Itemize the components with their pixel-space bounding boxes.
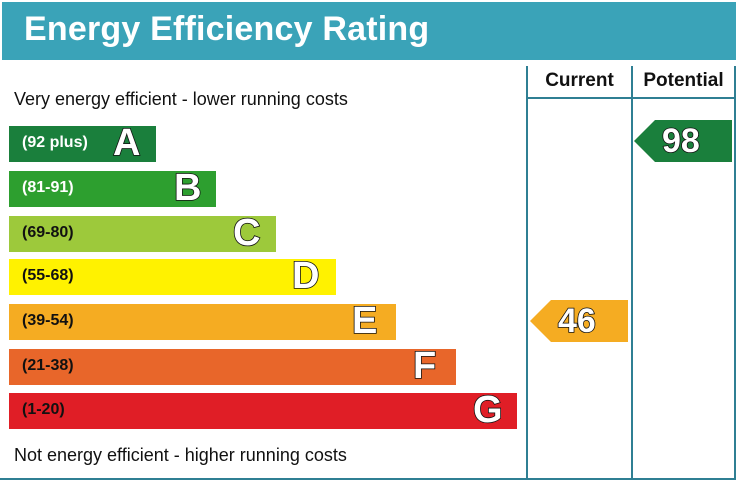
frame-bottom-border bbox=[0, 478, 736, 480]
top-efficiency-note: Very energy efficient - lower running co… bbox=[14, 89, 348, 109]
column-header-divider bbox=[526, 97, 736, 99]
band-letter: C bbox=[232, 211, 261, 255]
frame-right-border bbox=[734, 66, 736, 479]
column-header-current: Current bbox=[545, 70, 614, 91]
band-letter: G bbox=[472, 388, 503, 432]
band-range: (92 plus) bbox=[22, 134, 88, 151]
bottom-efficiency-note: Not energy efficient - higher running co… bbox=[14, 445, 347, 465]
band-range: (69-80) bbox=[22, 224, 74, 241]
band-f: (21-38) F bbox=[9, 344, 456, 388]
band-range: (21-38) bbox=[22, 357, 74, 374]
band-range: (1-20) bbox=[22, 401, 65, 418]
band-letter: D bbox=[291, 254, 320, 298]
band-letter: F bbox=[412, 344, 437, 388]
arrow-shape-icon bbox=[634, 120, 732, 162]
band-b: (81-91) B bbox=[9, 166, 216, 210]
potential-column-left-border bbox=[631, 66, 633, 479]
band-c: (69-80) C bbox=[9, 211, 276, 255]
chart-header: Energy Efficiency Rating bbox=[2, 2, 736, 60]
potential-rating-arrow: 98 bbox=[634, 120, 732, 162]
current-rating-value: 46 bbox=[557, 301, 596, 341]
band-range: (55-68) bbox=[22, 267, 74, 284]
band-e: (39-54) E bbox=[9, 299, 396, 343]
band-range: (39-54) bbox=[22, 312, 74, 329]
band-letter: E bbox=[351, 299, 378, 343]
band-letter: A bbox=[112, 121, 141, 165]
arrow-shape-icon bbox=[530, 300, 628, 342]
chart-title: Energy Efficiency Rating bbox=[24, 10, 430, 48]
current-rating-arrow: 46 bbox=[530, 300, 628, 342]
column-header-potential: Potential bbox=[643, 70, 724, 91]
band-letter: B bbox=[173, 166, 202, 210]
band-a: (92 plus) A bbox=[9, 121, 156, 165]
potential-rating-value: 98 bbox=[661, 121, 700, 161]
current-column-left-border bbox=[526, 66, 528, 479]
band-d: (55-68) D bbox=[9, 254, 336, 298]
band-range: (81-91) bbox=[22, 179, 74, 196]
band-g: (1-20) G bbox=[9, 388, 517, 432]
